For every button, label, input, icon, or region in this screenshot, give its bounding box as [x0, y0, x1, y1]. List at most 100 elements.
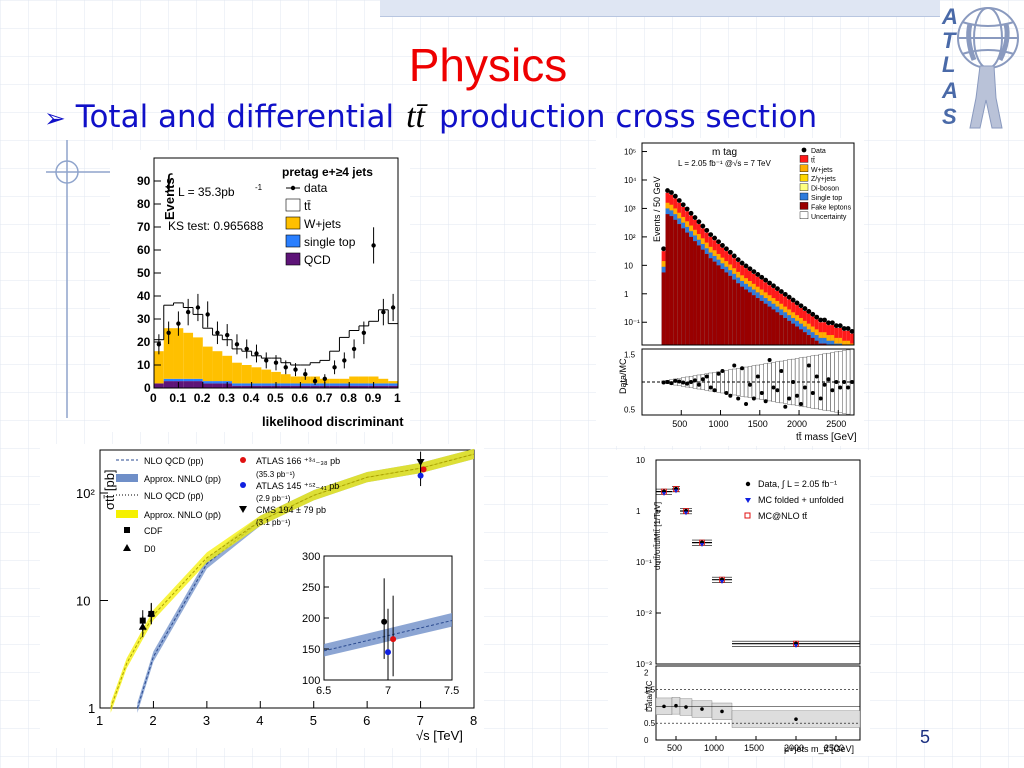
inset-point	[390, 636, 397, 643]
legend-swatch	[745, 481, 751, 487]
ratio-y-axis-label: Data/MC	[618, 358, 628, 394]
legend-swatch	[799, 192, 809, 201]
wjets-bar	[261, 369, 272, 384]
fake-lepton-bar	[767, 306, 772, 345]
ratio-tick-label: 1.5	[624, 351, 636, 360]
data-point	[234, 342, 240, 347]
y-tick-label: 40	[137, 289, 151, 303]
ratio-point	[728, 393, 733, 398]
data-point	[716, 239, 721, 245]
wjets-bar	[842, 340, 847, 345]
legend-swatch	[240, 457, 246, 463]
ratio-point	[700, 377, 705, 382]
logo-letter-3: L	[942, 52, 955, 77]
data-point	[342, 358, 347, 363]
legend-label: CDF	[144, 526, 163, 536]
data-point	[696, 219, 702, 225]
mc-folded-point	[794, 644, 798, 649]
legend-label: ATLAS 166 ⁺³⁴₋₃₈ pb	[256, 456, 340, 466]
legend-swatch	[745, 498, 751, 503]
legend-data-swatch	[801, 147, 807, 153]
fake-lepton-bar	[744, 289, 748, 345]
y-tick-label: 30	[137, 312, 151, 326]
wjets-bar	[183, 332, 194, 379]
x-tick-label: 0.3	[218, 391, 235, 405]
xsec-energy-chart-panel: 1 2 3 4 5 6 7 8 1 10 10² σtt̄ [pb] √s [TeV] NLO QC…	[40, 444, 484, 748]
y-tick-label: 1	[636, 507, 641, 516]
wjets-bar	[850, 343, 854, 345]
fake-lepton-bar	[693, 241, 697, 345]
fake-lepton-bar	[681, 228, 686, 345]
ratio-point	[806, 363, 811, 368]
singletop-bar	[830, 340, 835, 345]
wjets-bar	[154, 351, 164, 384]
legend-swatch	[744, 512, 751, 519]
wjets-bar	[349, 376, 359, 384]
data-point	[786, 294, 792, 300]
fake-lepton-bar	[791, 323, 796, 345]
y-tick-label: 10⁴	[624, 176, 637, 185]
x-tick-label: 1000	[704, 743, 724, 753]
data-point	[283, 365, 288, 370]
data-point	[798, 303, 804, 309]
singletop-bar	[378, 383, 389, 386]
data-point	[322, 376, 327, 381]
ratio-tick-label: 2	[644, 669, 649, 678]
wjets-bar	[280, 374, 291, 384]
data-point	[759, 274, 765, 280]
legend-swatch	[285, 252, 301, 266]
ratio-point	[763, 399, 768, 404]
y-tick-label: 10³	[624, 204, 636, 213]
fake-lepton-bar	[712, 261, 717, 345]
ratio-point	[814, 374, 819, 379]
fake-lepton-bar	[759, 300, 764, 345]
fake-lepton-bar	[740, 286, 745, 345]
legend-label: (3.1 pb⁻¹)	[256, 518, 291, 527]
fake-lepton-bar	[708, 258, 713, 345]
singletop-bar	[826, 340, 831, 345]
data-point	[176, 321, 181, 326]
legend-label: MC@NLO tt̄	[758, 511, 808, 521]
y-tick-label: 10⁻³	[636, 660, 652, 669]
x-tick-label: 2000	[787, 419, 807, 429]
fake-lepton-bar	[818, 343, 823, 345]
inset-x-tick-label: 7	[385, 685, 391, 697]
legend-swatch	[799, 155, 809, 163]
wjets-bar	[388, 381, 398, 384]
ks-test-label: KS test: 0.965688	[168, 219, 264, 233]
wjets-bar	[830, 335, 835, 345]
ratio-point	[818, 396, 823, 401]
data-point	[417, 472, 424, 479]
x-tick-label: 1	[96, 713, 103, 728]
fake-lepton-bar	[795, 326, 800, 345]
chart-legend: Data tt̄ W+jets Z/γ+jets Di-boson Single top F…	[799, 147, 852, 221]
data-point	[205, 312, 210, 317]
inset-x-tick-label: 7.5	[444, 685, 459, 697]
x-tick-label: 1000	[709, 419, 729, 429]
likelihood-chart-panel: 0 0.1 0.2 0.3 0.4 0.5 0.6 0.7 0.8 0.9 1 0 10 20 30 40 50…	[110, 150, 410, 432]
x-axis-label: μ+jets m_tt̄ [GeV]	[784, 744, 854, 754]
singletop-bar	[280, 383, 291, 386]
singletop-bar	[818, 337, 823, 345]
legend-label: data	[304, 181, 328, 195]
ratio-tick-label: 1.5	[644, 686, 656, 695]
fake-lepton-bar	[763, 303, 768, 345]
legend-swatch	[285, 198, 301, 212]
wjets-bar	[241, 365, 252, 384]
mc-folded-point	[720, 580, 724, 585]
legend-swatch	[799, 211, 809, 220]
y-tick-label: 10⁻¹	[624, 318, 640, 327]
legend-label: ATLAS 145 ⁺⁵²₋₄₁ pb	[256, 481, 339, 491]
singletop-bar	[290, 383, 301, 386]
ratio-point	[716, 371, 721, 376]
logo-letter-5: S	[942, 104, 957, 129]
data-point	[767, 280, 772, 286]
x-tick-label: 0.2	[194, 391, 211, 405]
data-point	[303, 372, 308, 377]
header-bar	[380, 0, 940, 17]
fake-lepton-bar	[779, 315, 784, 345]
legend-swatch	[799, 202, 809, 210]
singletop-bar	[822, 337, 827, 345]
legend-label: Approx. NNLO (pp̄)	[144, 510, 221, 520]
ratio-point	[826, 377, 831, 382]
